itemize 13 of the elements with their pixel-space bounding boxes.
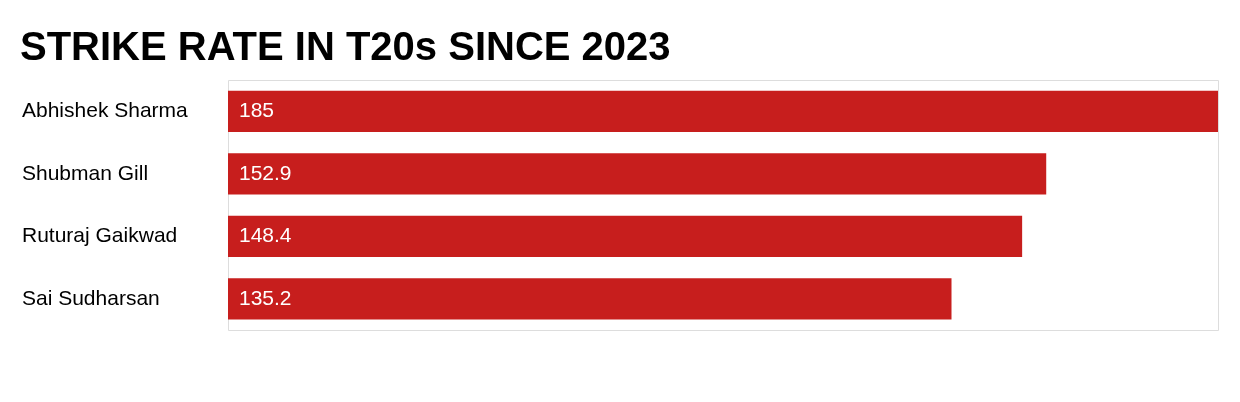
bar	[228, 215, 1023, 257]
bar	[228, 278, 952, 320]
bar	[228, 90, 1218, 132]
data-label: 185	[239, 98, 275, 122]
chart-title: STRIKE RATE IN T20s SINCE 2023	[20, 24, 671, 68]
y-tick-label: Ruturaj Gaikwad	[22, 223, 178, 247]
data-label: 152.9	[239, 160, 292, 184]
y-tick-label: Abhishek Sharma	[22, 98, 189, 122]
data-label: 135.2	[239, 285, 292, 309]
bar	[228, 153, 1047, 195]
y-tick-label: Sai Sudharsan	[22, 285, 160, 309]
data-label: 148.4	[239, 223, 292, 247]
y-tick-label: Shubman Gill	[22, 160, 149, 184]
